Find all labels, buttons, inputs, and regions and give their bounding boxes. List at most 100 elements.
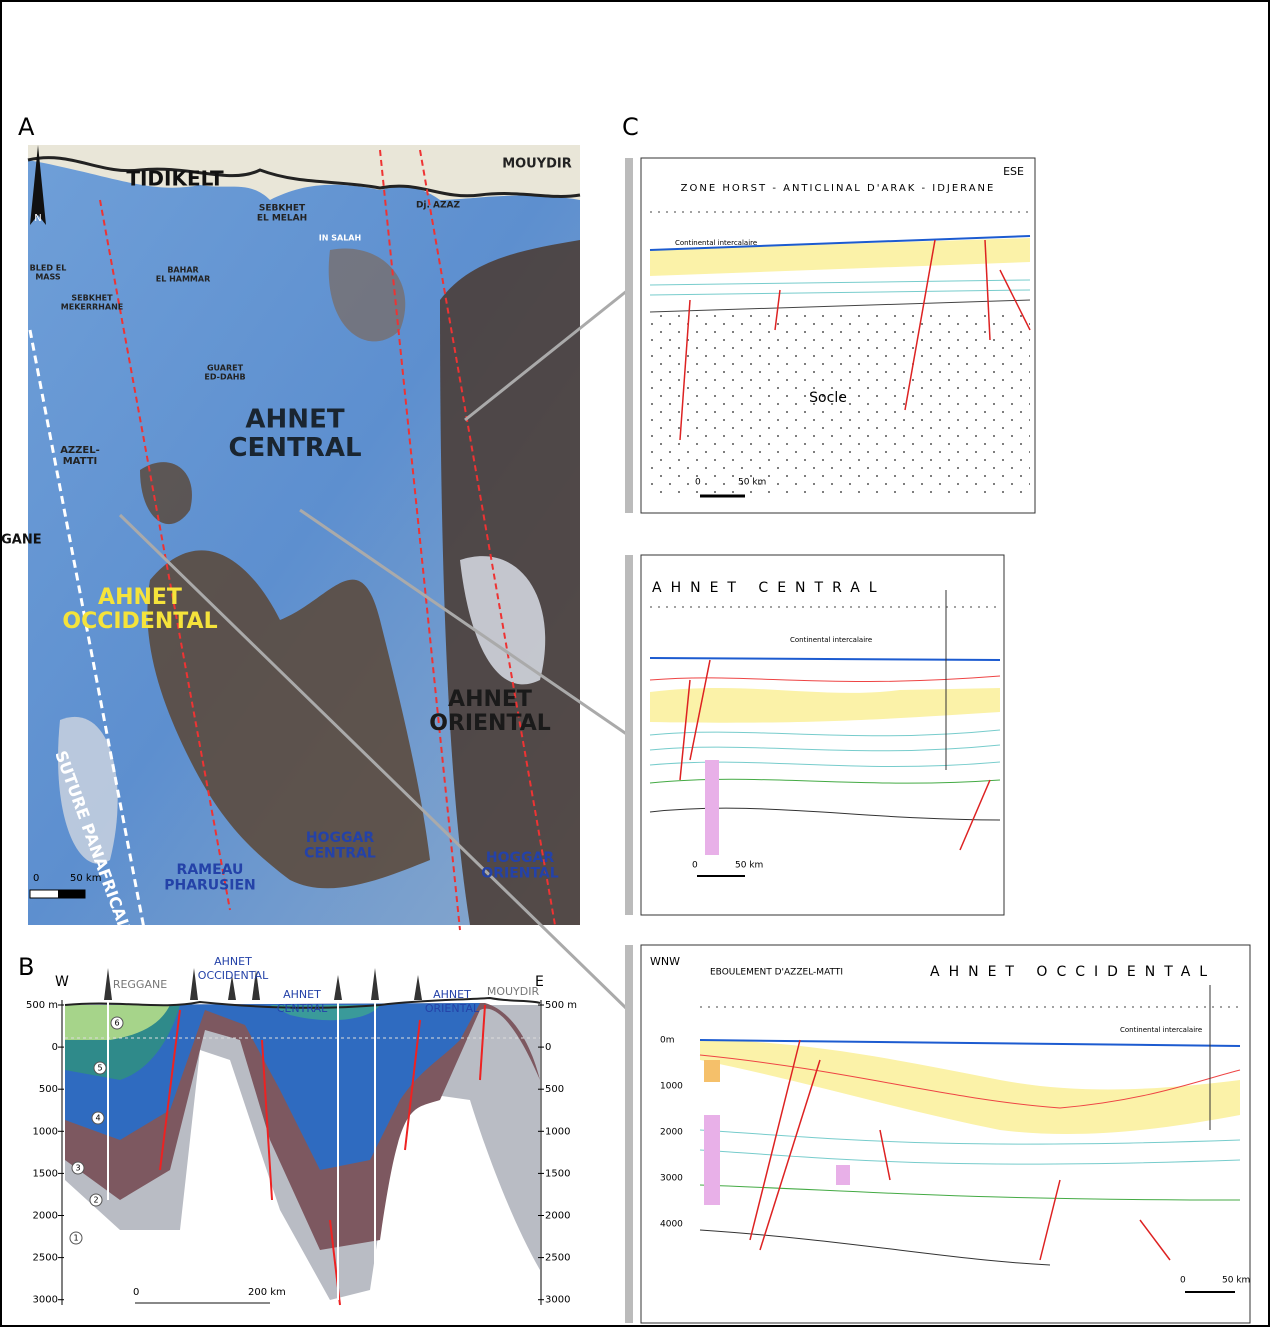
region-label: ORIENTAL xyxy=(425,1002,480,1015)
axis-label: 500 xyxy=(39,1084,58,1095)
section-subtitle: EBOULEMENT D'AZZEL-MATTI xyxy=(710,968,843,978)
map-label: BLED EL xyxy=(30,264,67,273)
unit-label: Continental intercalaire xyxy=(1120,1026,1202,1034)
layer-marker xyxy=(89,1193,103,1207)
map-label: AHNET xyxy=(98,585,182,610)
map-label: SEBKHET xyxy=(71,294,113,303)
map-label: AZZEL- xyxy=(60,445,100,456)
depth-label: 0m xyxy=(660,1036,675,1046)
region-label: AHNET xyxy=(214,955,252,968)
scale-end: 50 km xyxy=(738,478,766,488)
map-label: BAHAR xyxy=(167,266,198,275)
layer-marker xyxy=(110,1016,124,1030)
section-title: ZONE HORST - ANTICLINAL D'ARAK - IDJERAN… xyxy=(681,183,996,194)
direction-label: E xyxy=(535,974,544,990)
layer-marker xyxy=(93,1061,107,1075)
scale-start: 0 xyxy=(692,861,698,871)
light-relief xyxy=(460,556,546,685)
section-c-middle: 0 50 km AHNET CENTRAL Continental interc… xyxy=(625,554,1005,916)
layer-marker xyxy=(71,1161,85,1175)
depth-label: 3000 xyxy=(660,1174,683,1184)
region-label: MOUYDIR xyxy=(487,985,540,998)
section-title: AHNET OCCIDENTAL xyxy=(930,964,1216,980)
section-c-top: 0 50 km ESE ZONE HORST - ANTICLINAL D'AR… xyxy=(625,157,1036,514)
basement-label: Socle xyxy=(809,390,847,406)
north-label: N xyxy=(34,213,41,224)
axis-label: 3000 xyxy=(545,1295,570,1306)
section-b: 0 200 km W E xyxy=(55,968,544,1306)
tidikelt-area xyxy=(28,145,580,200)
region-label: REGGANE xyxy=(113,978,167,991)
axis-label: 1000 xyxy=(545,1126,570,1137)
dark-relief xyxy=(140,462,192,525)
axis-label: 500 m xyxy=(26,1000,58,1011)
panel-label: B xyxy=(18,953,34,981)
map-label: ED-DAHB xyxy=(204,372,245,381)
depth-label: 2000 xyxy=(660,1128,683,1138)
map-label: MATTI xyxy=(63,456,98,467)
axis-label: 0 xyxy=(52,1042,58,1053)
layer-label: 6 xyxy=(114,1019,119,1028)
depth-label: 1000 xyxy=(660,1082,683,1092)
axis-label: 3000 xyxy=(33,1295,58,1306)
map-label: ORIENTAL xyxy=(481,865,558,881)
axis-label: 500 xyxy=(545,1084,564,1095)
map-label: MOUYDIR xyxy=(502,157,572,172)
map-label: Dj. AZAZ xyxy=(416,201,461,211)
region-label: AHNET xyxy=(283,988,321,1001)
light-relief xyxy=(58,716,118,864)
unit-label: Continental intercalaire xyxy=(675,239,757,247)
layer-label: 2 xyxy=(93,1196,98,1205)
direction-label: W xyxy=(55,974,69,990)
map-label: EL HAMMAR xyxy=(156,274,211,283)
fault-line xyxy=(379,149,461,931)
region-label: CENTRAL xyxy=(277,1002,328,1015)
scale-start: 0 xyxy=(1180,1276,1186,1286)
scale-start: 0 xyxy=(133,1287,139,1298)
map-label: HOGGAR xyxy=(486,850,554,866)
map-label: CENTRAL xyxy=(304,845,376,861)
layer-label: 3 xyxy=(75,1164,80,1173)
layer-label: 1 xyxy=(73,1234,78,1243)
depth-label: 4000 xyxy=(660,1220,683,1230)
section-c-bottom: 0 50 km WNW EBOULEMENT D'AZZEL-MATTI AHN… xyxy=(625,944,1251,1324)
north-arrow xyxy=(30,145,46,225)
scale-end: 50 km xyxy=(70,873,101,884)
layer-marker xyxy=(91,1111,105,1125)
map-label: AHNET xyxy=(448,687,532,712)
dark-relief xyxy=(147,550,431,889)
fault-line xyxy=(419,149,556,926)
map-label: AHNET xyxy=(245,405,344,435)
map-label: GGANE xyxy=(0,533,42,548)
map-label: TIDIKELT xyxy=(126,167,224,191)
axis-label: 1500 xyxy=(33,1168,58,1179)
axis-label: 1000 xyxy=(33,1126,58,1137)
map-label: OCCIDENTAL xyxy=(62,609,217,634)
map-label: IN SALAH xyxy=(319,234,361,243)
relief xyxy=(328,248,406,342)
map-label: RAMEAU xyxy=(177,862,244,878)
connectors xyxy=(118,288,630,1012)
unit-label: Continental intercalaire xyxy=(790,636,872,644)
map-label: SEBKHET xyxy=(259,204,306,214)
panel-label: A xyxy=(18,113,35,141)
region-label: AHNET xyxy=(433,988,471,1001)
scale-end: 50 km xyxy=(735,861,763,871)
axis-label: 2500 xyxy=(545,1253,570,1264)
map-label: MEKERRHANE xyxy=(61,302,123,311)
map-label: PHARUSIEN xyxy=(164,877,256,893)
section-title: AHNET CENTRAL xyxy=(652,580,886,596)
axis-label: 500 m xyxy=(545,1000,577,1011)
direction-label: WNW xyxy=(650,955,680,968)
scale-start: 0 xyxy=(33,873,39,884)
scale-end: 200 km xyxy=(248,1287,286,1298)
panel-label: C xyxy=(622,113,639,141)
map-label: HOGGAR xyxy=(306,830,374,846)
suture-line xyxy=(28,329,152,961)
coast-line xyxy=(27,156,581,198)
fault-line xyxy=(99,199,231,911)
scale-end: 50 km xyxy=(1222,1276,1250,1286)
map-label: GUARET xyxy=(207,364,244,373)
